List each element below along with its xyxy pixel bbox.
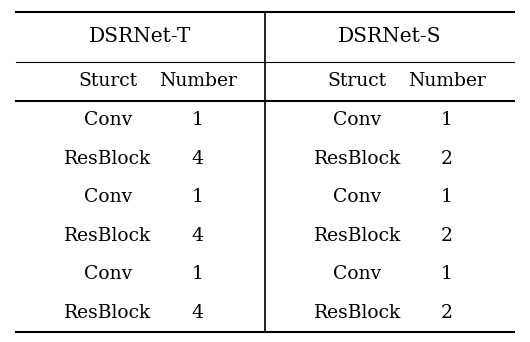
Text: ResBlock: ResBlock	[314, 226, 401, 245]
Text: DSRNet-T: DSRNet-T	[89, 27, 192, 46]
Text: ResBlock: ResBlock	[65, 226, 152, 245]
Text: 1: 1	[441, 188, 453, 206]
Text: Conv: Conv	[333, 265, 381, 283]
Text: Conv: Conv	[333, 188, 381, 206]
Text: Conv: Conv	[84, 111, 132, 129]
Text: Number: Number	[408, 72, 486, 90]
Text: ResBlock: ResBlock	[314, 149, 401, 168]
Text: 1: 1	[192, 111, 204, 129]
Text: 2: 2	[441, 226, 453, 245]
Text: 4: 4	[192, 303, 204, 321]
Text: Struct: Struct	[328, 72, 387, 90]
Text: Conv: Conv	[84, 265, 132, 283]
Text: ResBlock: ResBlock	[314, 303, 401, 321]
Text: Number: Number	[159, 72, 237, 90]
Text: DSRNet-S: DSRNet-S	[338, 27, 441, 46]
Text: 1: 1	[192, 265, 204, 283]
Text: Conv: Conv	[84, 188, 132, 206]
Text: ResBlock: ResBlock	[65, 149, 152, 168]
Text: Conv: Conv	[333, 111, 381, 129]
Text: 2: 2	[441, 149, 453, 168]
Text: 2: 2	[441, 303, 453, 321]
Text: 1: 1	[441, 265, 453, 283]
Text: 4: 4	[192, 149, 204, 168]
Text: 4: 4	[192, 226, 204, 245]
Text: ResBlock: ResBlock	[65, 303, 152, 321]
Text: Sturct: Sturct	[78, 72, 138, 90]
Text: 1: 1	[192, 188, 204, 206]
Text: 1: 1	[441, 111, 453, 129]
